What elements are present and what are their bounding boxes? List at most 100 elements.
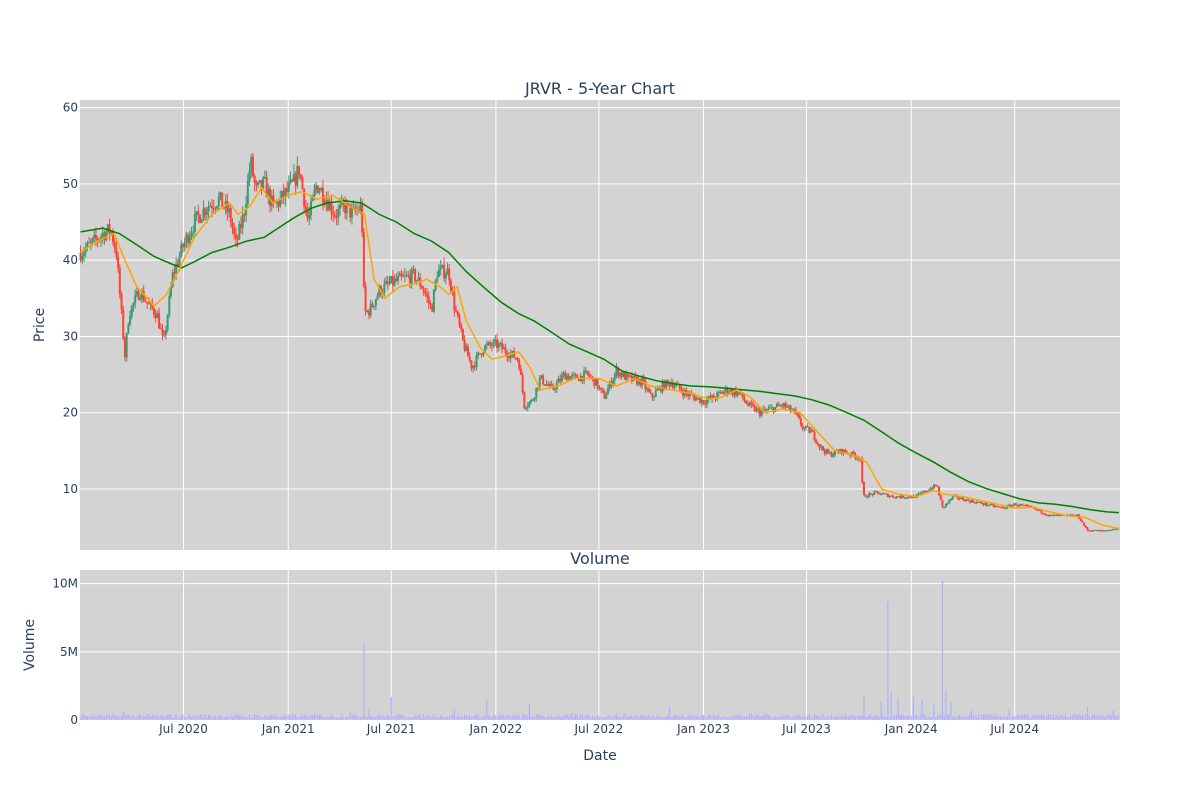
volume-bar [1068,717,1070,720]
candle-body [395,278,398,281]
volume-bar [327,716,329,720]
volume-bar [1022,715,1024,720]
volume-bar [235,714,237,720]
volume-bar [735,714,737,720]
volume-bar [322,717,324,720]
volume-bar [515,715,517,720]
candle-body [294,173,297,186]
volume-bar [1085,713,1087,720]
volume-bar [284,716,286,720]
volume-bar [330,714,333,720]
candle-body [146,301,149,304]
volume-bar [392,716,394,720]
volume-bar [813,714,816,720]
candle-body [292,173,295,182]
volume-bar [622,714,624,720]
volume-bar [243,716,246,720]
volume-bar [875,715,877,720]
candle-body [803,427,806,429]
date-x-tick-label: Jul 2020 [158,722,208,736]
volume-bar [419,713,421,720]
candle-body [279,197,282,207]
volume-bar [216,717,218,720]
volume-bar [800,716,802,720]
candle-body [308,214,311,219]
candle-body [784,403,787,408]
volume-bar [617,716,619,720]
candle-body [583,371,586,381]
candle-body [603,392,606,399]
candle-body [697,397,700,399]
candle-body [827,449,830,454]
candle-body [504,347,507,354]
candle-body [103,232,106,240]
volume-bar [1110,715,1113,720]
candle-body [830,452,833,457]
candle-body [589,376,592,378]
volume-bar [701,715,703,720]
volume-bar [1073,714,1075,720]
volume-bar [938,714,940,720]
candle-body [460,325,463,329]
volume-bar [520,717,522,720]
volume-bar [375,716,377,720]
candle-body [600,387,603,390]
volume-bar [842,716,845,720]
candle-body [509,353,512,359]
volume-bar [783,715,785,720]
volume-bar [631,715,633,720]
candle-body [1055,514,1058,516]
candle-body [705,399,708,405]
candle-body [521,374,524,392]
volume-bar [795,715,797,720]
candle-body [275,201,278,203]
volume-bar [112,713,114,720]
volume-bar [115,716,118,720]
volume-bar [755,714,758,720]
candle-body [712,395,715,399]
candle-body [101,232,104,237]
volume-bar [1016,714,1019,720]
volume-bar [365,715,367,720]
volume-bar [399,714,401,720]
candle-body [545,384,548,386]
candle-body [796,412,799,416]
volume-bar [1049,714,1051,720]
candle-body [195,211,198,215]
volume-bar [136,716,138,720]
candle-body [134,295,137,303]
volume-bar [1092,714,1094,720]
volume-bar [619,717,621,720]
candle-body [982,503,985,505]
date-x-tick-label: Jan 2021 [261,722,315,736]
volume-bar [1046,716,1048,720]
candle-body [523,391,526,409]
volume-bar [228,717,230,720]
candle-body [526,405,529,408]
candle-body [828,452,831,454]
volume-bar [907,716,909,720]
volume-bar [470,717,473,720]
volume-bar [1027,713,1029,720]
volume-bar [684,717,686,720]
candle-body [687,393,690,397]
short-moving-average-line [80,186,1120,530]
volume-bar [207,714,210,720]
volume-bar [1081,714,1084,720]
volume-bar [86,716,88,720]
candle-body [559,378,562,382]
volume-bar [472,716,474,720]
volume-bar [542,715,544,720]
volume-bar [139,714,141,720]
volume-bar [312,715,314,720]
candle-body [262,177,265,189]
volume-bar [1054,716,1056,720]
candle-body [741,392,744,399]
candle-body [929,488,932,491]
date-x-tick-label: Jan 2022 [468,722,522,736]
volume-bar [832,717,834,720]
volume-bar [754,716,756,720]
candle-body [883,493,886,495]
candle-body [1076,514,1079,516]
price-y-tick-label: 60 [63,101,78,115]
